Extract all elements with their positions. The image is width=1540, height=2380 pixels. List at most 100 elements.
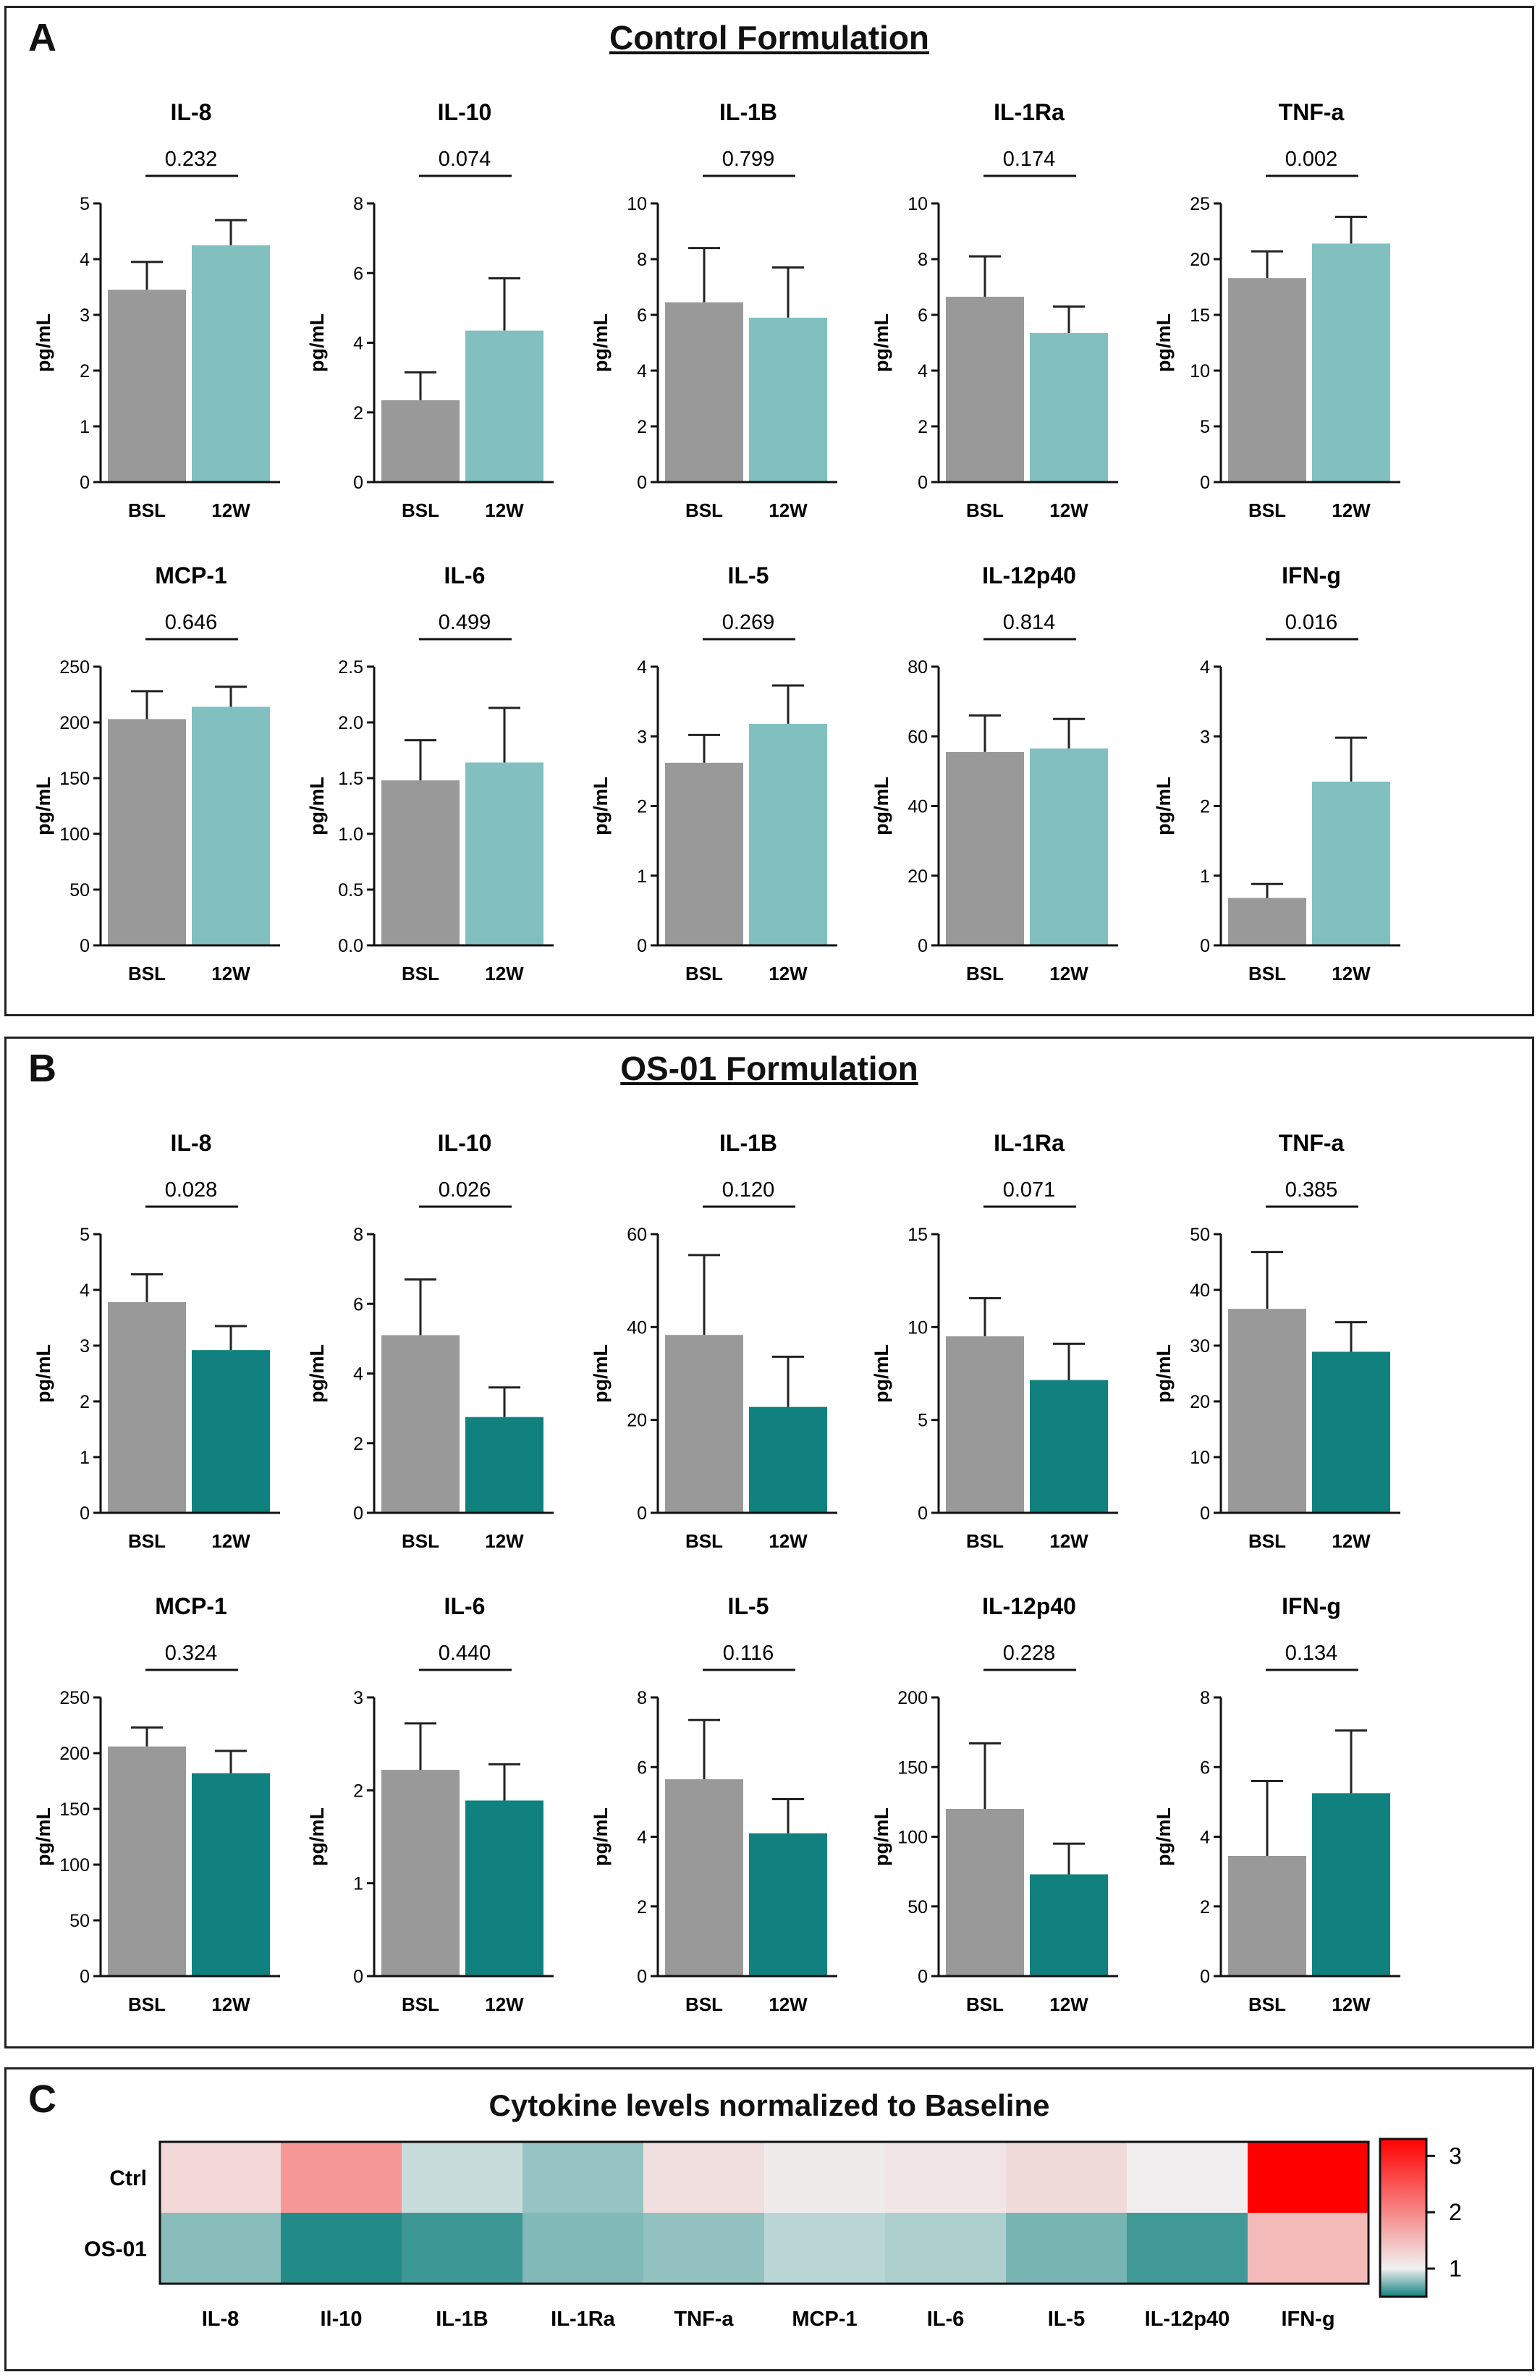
y-tick-label: 4 xyxy=(1200,1828,1210,1848)
os01-subplot-il-1b: IL-1B 0.120 pg/mL 0 20 40 60 BSL 12W xyxy=(590,1130,837,1552)
y-tick-label: 10 xyxy=(627,194,647,214)
heatmap-cell xyxy=(1248,2213,1368,2284)
y-tick-label: 250 xyxy=(59,1688,90,1708)
bar-12w xyxy=(1030,748,1108,945)
subplot-title: TNF-a xyxy=(1279,1130,1345,1156)
y-tick-label: 0 xyxy=(353,1967,363,1987)
heatmap-cell xyxy=(643,2142,764,2213)
ctrl-subplot-il-8: IL-8 0.232 pg/mL 0 1 2 3 4 5 BSL 12W xyxy=(33,99,280,521)
p-value-label: 0.134 xyxy=(1285,1642,1338,1665)
os01-subplot-il-5: IL-5 0.116 pg/mL 0 2 4 6 8 BSL 12W xyxy=(590,1593,837,2015)
heatmap-column-label: IL-6 xyxy=(927,2308,965,2331)
y-axis-label: pg/mL xyxy=(1153,313,1175,372)
heatmap-title: Cytokine levels normalized to Baseline xyxy=(488,2088,1050,2122)
y-tick-label: 0 xyxy=(80,473,90,493)
bar-bsl xyxy=(946,751,1024,945)
panel-b: B OS-01 Formulation IL-8 0.028 pg/mL 0 1 2 3 4 5… xyxy=(4,1037,1534,2048)
x-tick-label: 12W xyxy=(1049,1530,1088,1552)
ctrl-subplot-ifn-g: IFN-g 0.016 pg/mL 0 1 2 3 4 BSL 12W xyxy=(1153,562,1400,984)
x-tick-label: BSL xyxy=(685,963,723,984)
bar-bsl xyxy=(665,302,743,482)
bar-12w xyxy=(192,706,270,945)
p-value-label: 0.499 xyxy=(439,611,491,634)
y-tick-label: 6 xyxy=(637,305,647,326)
bar-12w xyxy=(465,762,543,945)
colorbar-tick-label: 1 xyxy=(1449,2255,1462,2282)
x-tick-label: BSL xyxy=(966,1993,1004,2015)
y-tick-label: 2 xyxy=(353,1781,363,1801)
y-tick-label: 4 xyxy=(80,250,90,270)
subplot-title: MCP-1 xyxy=(155,562,227,588)
panel-a-title: Control Formulation xyxy=(609,19,930,56)
y-tick-label: 1 xyxy=(80,1448,90,1468)
y-tick-label: 0 xyxy=(1200,473,1210,493)
y-tick-label: 6 xyxy=(353,1294,363,1315)
y-tick-label: 15 xyxy=(1190,305,1210,326)
x-tick-label: BSL xyxy=(1248,1993,1286,2015)
y-tick-label: 200 xyxy=(59,1744,90,1764)
heatmap-chart: Ctrl OS-01 IL-8 Il-10 IL-1B IL-1Ra TNF-a MCP-1 I… xyxy=(84,2138,1462,2331)
p-value-label: 0.174 xyxy=(1003,148,1056,171)
heatmap-cell xyxy=(281,2142,402,2213)
heatmap-column-label: IL-1Ra xyxy=(551,2308,616,2331)
p-value-label: 0.026 xyxy=(439,1178,491,1202)
bar-bsl xyxy=(1228,1855,1306,1976)
y-tick-label: 0 xyxy=(918,1967,928,1987)
y-tick-label: 0 xyxy=(80,1967,90,1987)
heatmap-cell xyxy=(160,2142,281,2213)
y-tick-label: 0 xyxy=(1200,1503,1210,1524)
y-axis-label: pg/mL xyxy=(590,1807,612,1866)
p-value-label: 0.028 xyxy=(165,1178,218,1202)
y-tick-label: 5 xyxy=(1200,417,1210,437)
subplot-title: TNF-a xyxy=(1279,99,1345,125)
x-tick-label: BSL xyxy=(402,499,439,521)
y-axis-label: pg/mL xyxy=(33,777,54,835)
y-tick-label: 1 xyxy=(637,866,647,887)
bar-12w xyxy=(465,330,543,482)
panel-c: C Cytokine levels normalized to Baseline… xyxy=(4,2067,1534,2371)
heatmap-cell xyxy=(885,2142,1006,2213)
y-tick-label: 5 xyxy=(918,1411,928,1431)
y-tick-label: 2.0 xyxy=(338,713,363,733)
y-tick-label: 2 xyxy=(1200,797,1210,817)
x-tick-label: 12W xyxy=(211,963,250,984)
x-tick-label: BSL xyxy=(1248,1530,1286,1552)
y-axis-label: pg/mL xyxy=(1153,1344,1175,1403)
bar-bsl xyxy=(946,1809,1024,1976)
bar-bsl xyxy=(1228,278,1306,482)
colorbar-tick-label: 2 xyxy=(1449,2199,1462,2225)
x-tick-label: 12W xyxy=(1049,1993,1088,2015)
y-tick-label: 0 xyxy=(80,1503,90,1524)
subplot-title: IL-10 xyxy=(438,99,492,125)
os01-subplot-il-8: IL-8 0.028 pg/mL 0 1 2 3 4 5 BSL 12W xyxy=(33,1130,280,1552)
subplot-title: IL-1Ra xyxy=(994,99,1065,125)
y-tick-label: 5 xyxy=(80,1225,90,1245)
heatmap-cell xyxy=(402,2142,522,2213)
x-tick-label: BSL xyxy=(128,1530,166,1552)
x-tick-label: BSL xyxy=(402,1530,439,1552)
heatmap-cell xyxy=(402,2213,522,2284)
subplot-title: IL-1Ra xyxy=(994,1130,1065,1156)
y-axis-label: pg/mL xyxy=(871,313,892,372)
bar-12w xyxy=(1312,1793,1390,1976)
subplot-title: MCP-1 xyxy=(155,1593,227,1619)
y-tick-label: 40 xyxy=(1190,1280,1210,1301)
heatmap-column-label: IFN-g xyxy=(1281,2308,1334,2331)
y-tick-label: 30 xyxy=(1190,1336,1210,1356)
x-tick-label: 12W xyxy=(769,499,808,521)
p-value-label: 0.385 xyxy=(1285,1178,1338,1202)
panel-b-title: OS-01 Formulation xyxy=(620,1050,918,1087)
y-tick-label: 10 xyxy=(908,1317,928,1338)
y-axis-label: pg/mL xyxy=(33,1807,54,1866)
y-tick-label: 2 xyxy=(80,1392,90,1412)
y-tick-label: 8 xyxy=(1200,1688,1210,1708)
subplot-title: IFN-g xyxy=(1282,1593,1341,1619)
heatmap-cell xyxy=(1127,2213,1248,2284)
os01-subplot-mcp-1: MCP-1 0.324 pg/mL 0 50 100 150 200 250 BSL 12W xyxy=(33,1593,280,2015)
y-tick-label: 8 xyxy=(637,250,647,270)
y-axis-label: pg/mL xyxy=(306,777,328,835)
y-tick-label: 1 xyxy=(353,1874,363,1894)
p-value-label: 0.232 xyxy=(165,148,218,171)
y-axis-label: pg/mL xyxy=(590,313,612,372)
heatmap-column-label: IL-8 xyxy=(202,2308,240,2331)
